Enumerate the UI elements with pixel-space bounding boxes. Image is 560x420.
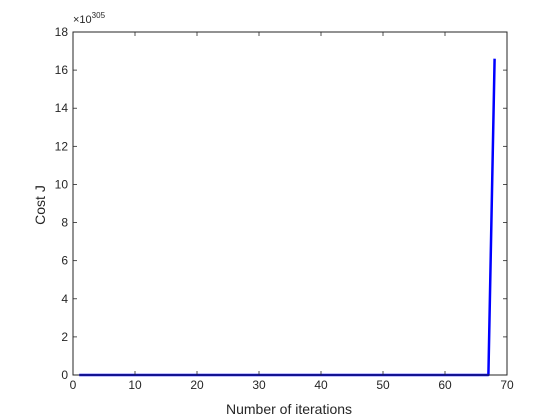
y-multiplier-exponent: 305 [92,11,106,20]
y-tick-label: 2 [61,330,68,344]
axes [72,31,508,376]
y-multiplier-base: ×10 [73,14,92,26]
x-tick-label: 30 [252,378,266,392]
y-tick-label: 14 [55,101,69,115]
y-tick-label: 12 [55,139,69,153]
x-axis-ticks: 0 10 20 30 40 50 60 70 [70,32,514,392]
x-tick-label: 60 [438,378,452,392]
y-tick-label: 16 [55,63,69,77]
axes-box [72,31,508,376]
plot-area [73,32,507,375]
x-tick-label: 20 [190,378,204,392]
y-axis-label: Cost J [32,185,48,225]
y-axis-multiplier: ×10305 [73,11,106,26]
x-tick-label: 0 [70,378,77,392]
y-tick-label: 4 [61,292,68,306]
y-tick-label: 6 [61,254,68,268]
y-tick-label: 0 [61,368,68,382]
x-tick-label: 10 [128,378,142,392]
x-axis-label: Number of iterations [226,401,352,417]
y-axis-ticks: 0 2 4 6 8 10 12 14 16 18 [55,25,507,382]
y-tick-label: 8 [61,216,68,230]
x-tick-label: 40 [314,378,328,392]
x-tick-label: 50 [376,378,390,392]
y-tick-label: 10 [55,177,69,191]
x-tick-label: 70 [500,378,514,392]
plot-background [73,32,507,375]
y-tick-label: 18 [55,25,69,39]
